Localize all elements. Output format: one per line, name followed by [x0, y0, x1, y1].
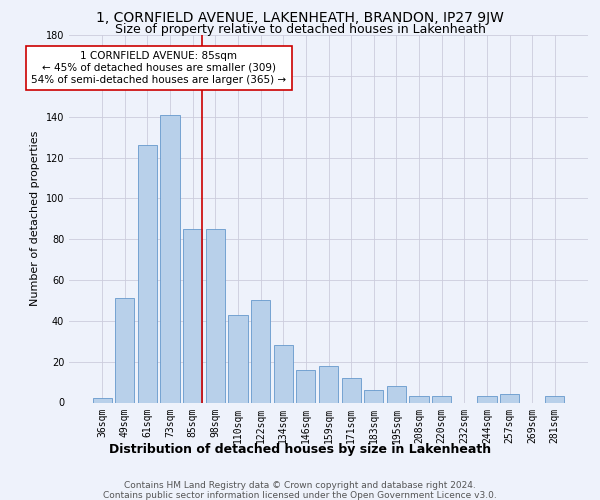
Bar — [296, 370, 316, 402]
Text: 1 CORNFIELD AVENUE: 85sqm
← 45% of detached houses are smaller (309)
54% of semi: 1 CORNFIELD AVENUE: 85sqm ← 45% of detac… — [31, 52, 286, 84]
Text: Contains public sector information licensed under the Open Government Licence v3: Contains public sector information licen… — [103, 491, 497, 500]
Bar — [206, 229, 225, 402]
Text: 1, CORNFIELD AVENUE, LAKENHEATH, BRANDON, IP27 9JW: 1, CORNFIELD AVENUE, LAKENHEATH, BRANDON… — [96, 11, 504, 25]
Bar — [387, 386, 406, 402]
Bar — [545, 396, 565, 402]
Bar — [409, 396, 428, 402]
Bar — [274, 346, 293, 403]
Text: Size of property relative to detached houses in Lakenheath: Size of property relative to detached ho… — [115, 22, 485, 36]
Y-axis label: Number of detached properties: Number of detached properties — [30, 131, 40, 306]
Bar — [138, 145, 157, 403]
Bar — [183, 229, 202, 402]
Bar — [115, 298, 134, 403]
Text: Contains HM Land Registry data © Crown copyright and database right 2024.: Contains HM Land Registry data © Crown c… — [124, 481, 476, 490]
Bar — [251, 300, 270, 402]
Bar — [92, 398, 112, 402]
Bar — [319, 366, 338, 403]
Bar — [500, 394, 519, 402]
Bar — [160, 114, 180, 403]
Text: Distribution of detached houses by size in Lakenheath: Distribution of detached houses by size … — [109, 442, 491, 456]
Bar — [364, 390, 383, 402]
Bar — [432, 396, 451, 402]
Bar — [341, 378, 361, 402]
Bar — [477, 396, 497, 402]
Bar — [229, 314, 248, 402]
